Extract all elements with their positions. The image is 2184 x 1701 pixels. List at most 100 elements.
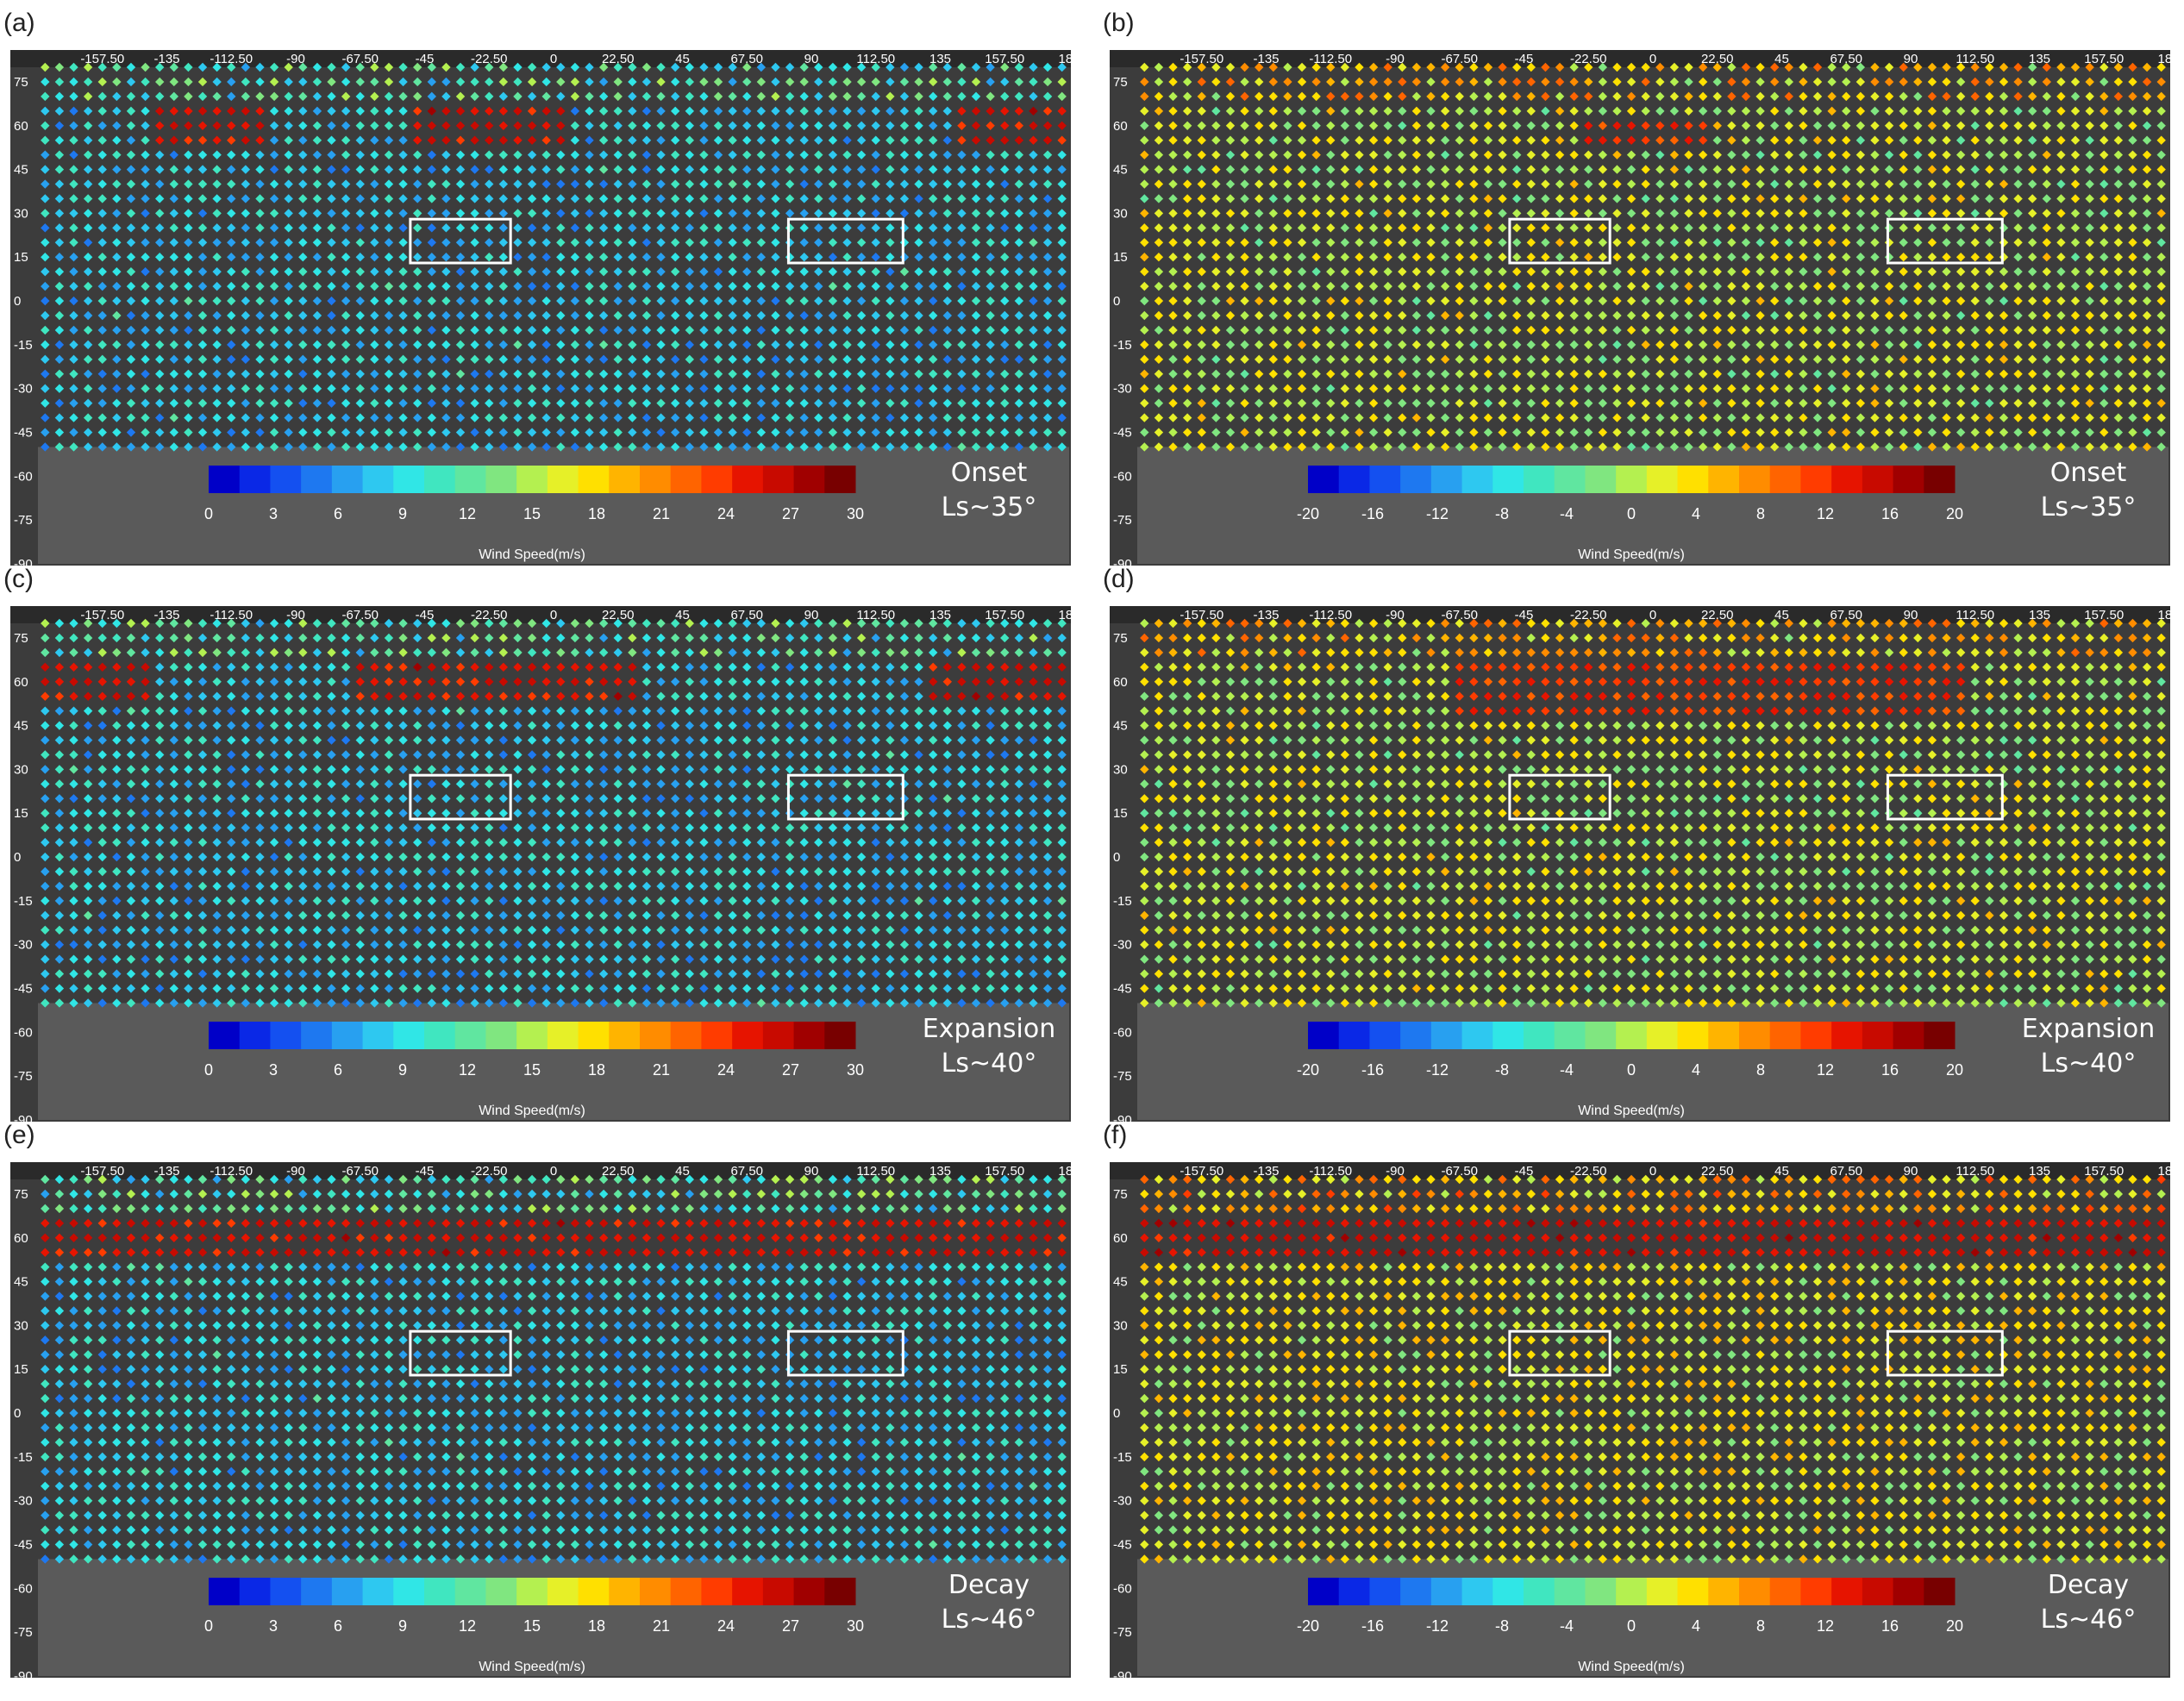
wind-marker xyxy=(1042,281,1053,291)
wind-marker xyxy=(1741,150,1751,159)
wind-marker xyxy=(570,296,580,306)
wind-marker xyxy=(1755,442,1765,452)
wind-marker xyxy=(54,209,65,218)
wind-marker xyxy=(585,413,594,422)
wind-marker xyxy=(1469,135,1479,145)
wind-marker xyxy=(1769,369,1780,378)
wind-marker xyxy=(154,633,165,643)
wind-marker xyxy=(928,238,938,247)
wind-marker xyxy=(1956,428,1966,437)
wind-marker xyxy=(613,310,623,321)
wind-marker xyxy=(728,296,737,306)
wind-marker xyxy=(513,296,523,306)
wind-marker xyxy=(412,633,422,643)
wind-marker xyxy=(2085,194,2094,203)
wind-marker xyxy=(1827,238,1837,247)
wind-marker xyxy=(728,77,737,87)
wind-marker xyxy=(756,121,767,130)
wind-marker xyxy=(527,165,537,174)
wind-marker xyxy=(656,442,666,452)
wind-marker xyxy=(914,340,923,350)
wind-marker xyxy=(298,618,308,628)
wind-marker xyxy=(771,779,780,789)
wind-marker xyxy=(742,150,752,159)
wind-marker xyxy=(828,91,838,102)
wind-marker xyxy=(756,618,767,628)
wind-marker xyxy=(928,398,938,408)
wind-marker xyxy=(2113,179,2124,189)
wind-marker xyxy=(2142,179,2152,189)
wind-marker xyxy=(1511,209,1522,218)
wind-marker xyxy=(541,618,551,628)
phase-label: Onset xyxy=(2050,458,2127,488)
wind-marker xyxy=(427,354,437,365)
wind-marker xyxy=(1812,238,1823,247)
wind-marker xyxy=(871,179,880,189)
wind-marker xyxy=(312,165,322,174)
wind-marker xyxy=(1555,428,1565,437)
wind-marker xyxy=(498,106,509,116)
wind-marker xyxy=(327,209,336,218)
wind-marker xyxy=(1340,150,1350,159)
wind-marker xyxy=(1985,135,1994,145)
wind-marker xyxy=(298,633,308,643)
wind-marker xyxy=(1855,209,1866,218)
wind-marker xyxy=(1029,223,1038,233)
wind-marker xyxy=(327,442,336,452)
wind-marker xyxy=(327,384,336,393)
wind-marker xyxy=(241,384,251,393)
wind-marker xyxy=(1268,310,1279,321)
wind-marker xyxy=(1197,442,1206,452)
wind-marker xyxy=(1727,266,1737,277)
colorbar-tick-label: -8 xyxy=(1495,505,1509,522)
wind-marker xyxy=(856,428,867,437)
wind-marker xyxy=(298,442,308,452)
wind-marker xyxy=(2042,296,2052,306)
wind-marker xyxy=(255,310,265,321)
wind-marker xyxy=(1899,413,1908,422)
lat-tick-label: 75 xyxy=(14,75,28,90)
wind-marker xyxy=(971,750,981,760)
panel-letter: (c) xyxy=(3,565,34,593)
wind-marker xyxy=(1042,633,1053,643)
wind-marker xyxy=(1268,106,1279,116)
wind-marker xyxy=(1440,384,1450,393)
wind-marker xyxy=(384,91,394,102)
lon-tick-label: -135 xyxy=(153,608,179,622)
wind-marker xyxy=(656,91,666,102)
wind-marker xyxy=(1727,165,1737,174)
wind-marker xyxy=(1799,165,1808,174)
wind-marker xyxy=(1584,135,1593,145)
wind-marker xyxy=(556,150,566,159)
wind-marker xyxy=(184,266,193,277)
wind-marker xyxy=(2142,325,2152,335)
wind-marker xyxy=(169,442,179,452)
wind-marker xyxy=(928,253,938,262)
wind-marker xyxy=(241,266,251,277)
wind-marker xyxy=(771,62,780,72)
wind-marker xyxy=(41,735,50,745)
wind-marker xyxy=(1268,266,1279,277)
wind-marker xyxy=(341,106,351,116)
wind-marker xyxy=(2113,266,2124,277)
wind-marker xyxy=(255,266,265,277)
wind-marker xyxy=(169,325,179,335)
wind-marker xyxy=(2142,165,2152,174)
lon-tick-label: 67.50 xyxy=(730,608,763,622)
wind-marker xyxy=(341,150,351,159)
wind-marker xyxy=(842,77,852,87)
wind-marker xyxy=(1612,135,1622,145)
wind-marker xyxy=(83,62,93,72)
wind-marker xyxy=(1985,413,1994,422)
wind-marker xyxy=(742,77,752,87)
wind-marker xyxy=(427,62,437,72)
wind-marker xyxy=(513,779,523,789)
wind-marker xyxy=(455,310,466,321)
wind-marker xyxy=(541,413,551,422)
colorbar-segment xyxy=(209,466,241,493)
wind-marker xyxy=(1569,428,1579,437)
wind-marker xyxy=(1655,398,1665,408)
wind-marker xyxy=(498,325,509,335)
wind-marker xyxy=(398,91,408,102)
wind-marker xyxy=(470,296,479,306)
